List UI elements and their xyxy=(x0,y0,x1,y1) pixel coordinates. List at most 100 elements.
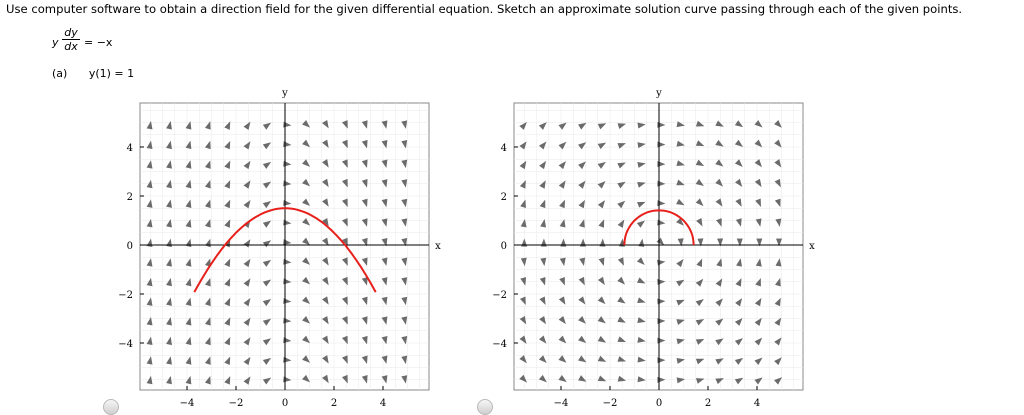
direction-arrow xyxy=(637,336,646,343)
direction-arrow xyxy=(597,276,605,286)
direction-arrow xyxy=(204,375,211,385)
direction-arrow xyxy=(204,140,211,150)
direction-arrow xyxy=(695,159,705,166)
direction-arrow xyxy=(262,259,272,267)
part-a: (a) y(1) = 1 xyxy=(52,67,134,80)
direction-arrow xyxy=(166,140,172,150)
direction-arrow xyxy=(341,257,348,266)
direction-arrow xyxy=(146,160,153,169)
direction-arrow xyxy=(734,337,743,346)
direction-arrow xyxy=(597,142,607,150)
direction-arrow xyxy=(715,278,723,287)
direction-arrow xyxy=(578,122,587,130)
direction-arrow xyxy=(736,238,743,247)
direction-arrow xyxy=(341,276,348,286)
direction-arrow xyxy=(302,120,311,128)
direction-arrow xyxy=(224,160,231,170)
direction-arrow xyxy=(243,200,251,209)
x-tick-label: 2 xyxy=(331,398,337,409)
direction-arrow xyxy=(559,199,566,209)
direction-arrow xyxy=(735,198,742,207)
direction-arrow xyxy=(185,121,192,130)
direction-arrow xyxy=(754,297,762,307)
direction-arrow xyxy=(519,355,527,364)
direction-arrow xyxy=(146,356,153,365)
direction-arrow xyxy=(322,335,329,344)
direction-arrow xyxy=(401,159,408,169)
direction-arrow xyxy=(637,376,646,383)
answer-radio-option-2[interactable] xyxy=(477,399,493,415)
direction-arrow xyxy=(262,357,272,365)
direction-arrow xyxy=(558,374,567,383)
direction-arrow xyxy=(166,336,172,346)
direction-arrow xyxy=(185,258,192,267)
direction-arrow xyxy=(185,356,192,365)
direction-arrow xyxy=(597,123,607,130)
direction-arrow xyxy=(243,278,251,287)
direction-arrow xyxy=(519,141,527,150)
direction-arrow xyxy=(341,218,348,227)
direction-field-plot-1[interactable]: y x −4 −2 0 2 4 4 2 0 −2 −4 xyxy=(100,84,460,410)
direction-arrow xyxy=(146,258,153,267)
direction-arrow xyxy=(381,139,388,149)
direction-arrow xyxy=(520,199,526,209)
direction-arrow xyxy=(676,338,685,345)
direction-arrow xyxy=(361,179,368,188)
direction-arrow xyxy=(401,257,408,267)
direction-arrow xyxy=(676,299,685,306)
direction-arrow xyxy=(401,316,408,325)
answer-radio-option-1[interactable] xyxy=(103,399,119,415)
direction-arrow xyxy=(774,178,781,188)
direction-arrow xyxy=(597,296,606,305)
direction-arrow xyxy=(361,120,368,129)
direction-arrow xyxy=(775,258,782,267)
direction-arrow xyxy=(185,219,192,228)
direction-arrow xyxy=(381,120,388,129)
direction-arrow xyxy=(224,180,231,189)
direction-arrow xyxy=(715,298,723,307)
direction-arrow xyxy=(322,119,329,129)
direction-arrow xyxy=(598,219,605,228)
direction-arrow xyxy=(519,160,527,170)
x-tick-label: −2 xyxy=(603,398,618,409)
direction-arrow xyxy=(204,179,211,189)
direction-arrow xyxy=(538,374,547,383)
direction-arrow xyxy=(520,277,527,286)
direction-arrow xyxy=(676,258,684,268)
direction-arrow xyxy=(381,277,388,286)
direction-arrow xyxy=(676,357,685,364)
direction-arrow xyxy=(579,257,586,267)
y-tick-label: 0 xyxy=(127,241,133,252)
direction-arrow xyxy=(185,317,192,326)
direction-arrow xyxy=(322,296,329,305)
direction-arrow xyxy=(716,218,722,227)
direction-arrow xyxy=(401,218,408,227)
direction-arrow xyxy=(224,278,231,287)
direction-arrow xyxy=(361,159,368,168)
direction-arrow xyxy=(185,179,192,189)
direction-arrow xyxy=(166,277,172,287)
direction-arrow xyxy=(401,336,408,345)
direction-arrow xyxy=(341,335,348,345)
y-tick-label: −4 xyxy=(118,339,133,350)
direction-arrow xyxy=(715,358,724,365)
direction-arrow xyxy=(204,356,211,365)
equation-fraction: dy dx xyxy=(62,26,80,53)
direction-arrow xyxy=(578,276,585,286)
direction-arrow xyxy=(401,238,408,247)
direction-arrow xyxy=(715,139,724,147)
direction-arrow xyxy=(361,198,368,208)
direction-field-plot-2[interactable]: y x −4 −2 0 2 4 4 2 0 −2 −4 xyxy=(474,84,834,410)
direction-arrow xyxy=(262,318,272,326)
direction-arrow xyxy=(558,122,567,130)
direction-arrow xyxy=(756,238,763,247)
direction-arrow xyxy=(715,178,724,187)
direction-arrow xyxy=(677,238,684,247)
direction-arrow xyxy=(322,159,329,168)
direction-arrow xyxy=(166,258,172,267)
direction-arrow xyxy=(735,278,742,287)
direction-arrow xyxy=(361,277,368,286)
axis-ticks xyxy=(140,146,384,390)
direction-arrow xyxy=(262,161,272,169)
direction-arrow xyxy=(715,198,723,207)
